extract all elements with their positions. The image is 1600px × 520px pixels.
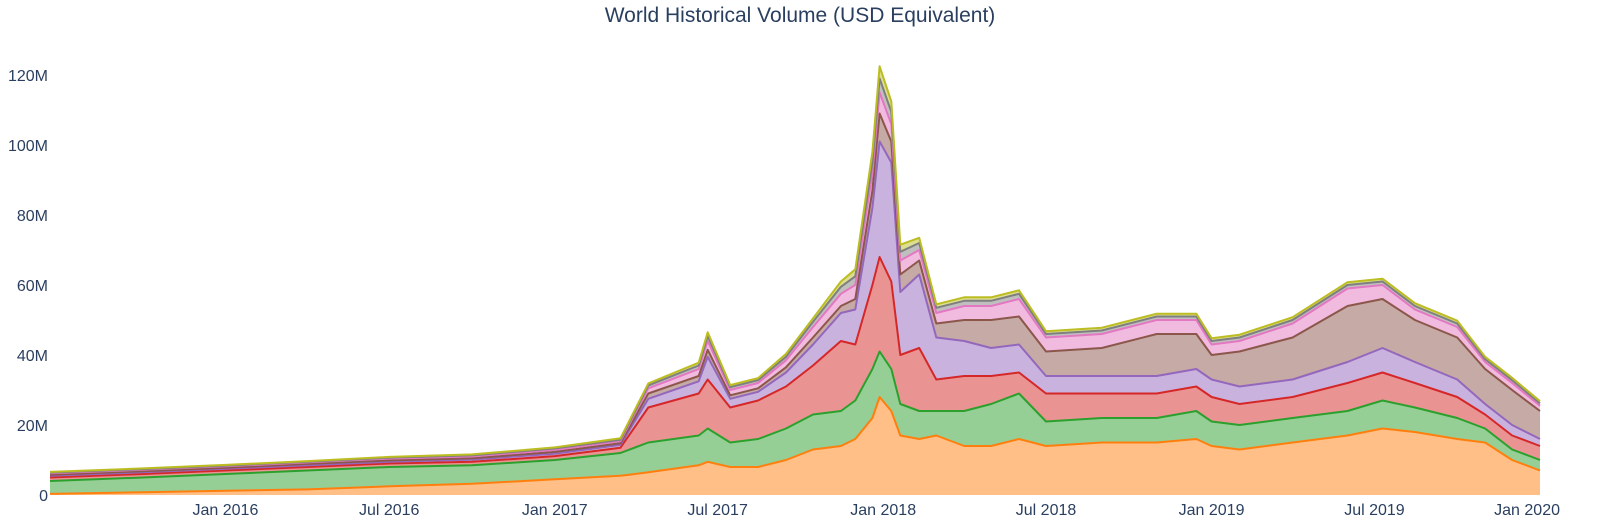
x-tick-label: Jan 2019 bbox=[1179, 502, 1245, 519]
x-tick-label: Jan 2017 bbox=[522, 502, 588, 519]
x-tick-label: Jan 2018 bbox=[850, 502, 916, 519]
series-line-8 bbox=[49, 65, 1541, 473]
areas-layer bbox=[50, 66, 1540, 495]
x-axis: Jan 2016 Jul 2016 Jan 2017 Jul 2017 Jan 2018… bbox=[193, 502, 1561, 519]
y-tick-label: 60M bbox=[17, 278, 48, 295]
series-line-4 bbox=[49, 140, 1541, 477]
series-area-2 bbox=[50, 351, 1540, 494]
series-line-1 bbox=[49, 396, 1541, 495]
x-tick-label: Jul 2019 bbox=[1344, 502, 1405, 519]
lines-layer bbox=[49, 65, 1541, 495]
series-line-5 bbox=[49, 112, 1541, 476]
series-area-1 bbox=[50, 397, 1540, 495]
series-line-2 bbox=[49, 350, 1541, 482]
series-line-3 bbox=[49, 256, 1541, 479]
x-tick-label: Jul 2018 bbox=[1016, 502, 1077, 519]
x-tick-label: Jan 2020 bbox=[1494, 502, 1560, 519]
y-tick-label: 120M bbox=[8, 68, 48, 85]
y-tick-label: 40M bbox=[17, 348, 48, 365]
y-tick-label: 20M bbox=[17, 418, 48, 435]
chart-title: World Historical Volume (USD Equivalent) bbox=[604, 4, 996, 27]
y-axis: 0 20M 40M 60M 80M 100M 120M bbox=[8, 68, 48, 505]
x-tick-label: Jul 2017 bbox=[687, 502, 748, 519]
y-tick-label: 80M bbox=[17, 208, 48, 225]
x-tick-label: Jul 2016 bbox=[359, 502, 420, 519]
x-tick-label: Jan 2016 bbox=[193, 502, 259, 519]
y-tick-label: 0 bbox=[39, 488, 48, 505]
y-tick-label: 100M bbox=[8, 138, 48, 155]
